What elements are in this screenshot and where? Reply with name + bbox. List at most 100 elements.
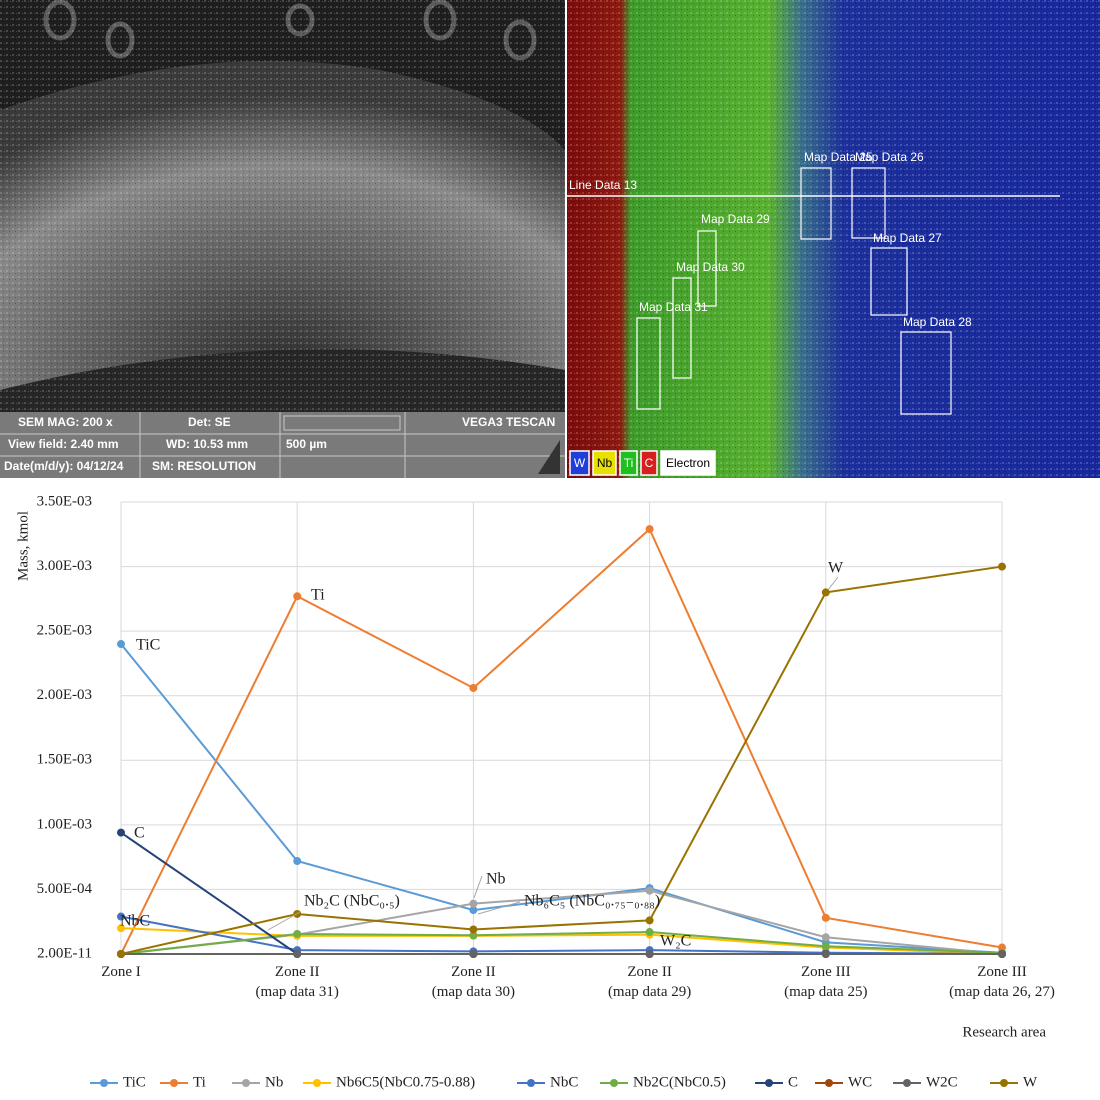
map-region-label: Map Data 28 <box>903 315 972 329</box>
x-tick-label: Zone I <box>101 964 141 980</box>
data-point <box>293 929 302 938</box>
y-tick-label: 3.50E-03 <box>37 493 92 509</box>
annotation: W₂C <box>660 933 691 950</box>
line-label: Line Data 13 <box>569 178 637 192</box>
data-point <box>293 592 302 601</box>
data-point <box>645 916 654 925</box>
map-legend-box <box>569 450 590 476</box>
data-point <box>998 562 1006 571</box>
data-point <box>117 640 125 649</box>
data-point <box>117 950 125 958</box>
x-tick-label: Zone III (map data 25) <box>784 964 868 1000</box>
map-region <box>697 230 717 307</box>
y-tick-label: 2.00E-11 <box>37 945 92 961</box>
sem-brand: VEGA3 TESCAN <box>462 415 555 429</box>
map-region-label: Map Data 25 <box>804 150 873 164</box>
x-tick-label: Zone III (map data 26, 27) <box>949 964 1055 1000</box>
x-axis-title: Research area <box>962 1024 1046 1040</box>
map-region <box>800 167 832 240</box>
map-region-label: Map Data 29 <box>701 212 770 226</box>
data-point <box>645 928 654 937</box>
legend-label: NbC <box>550 1074 578 1090</box>
data-point <box>117 828 125 837</box>
map-legend-label: Ti <box>624 456 634 470</box>
legend-marker <box>765 1079 773 1087</box>
data-point <box>469 683 478 692</box>
map-region <box>636 317 661 410</box>
series-line <box>120 643 1003 954</box>
data-point <box>821 942 830 951</box>
legend-label: C <box>788 1074 798 1090</box>
map-legend-box <box>619 450 638 476</box>
y-tick-label: 2.50E-03 <box>37 623 92 639</box>
data-point <box>998 950 1006 958</box>
annotation-leader <box>827 576 839 591</box>
legend-label: TiC <box>123 1074 146 1090</box>
map-region <box>672 277 692 379</box>
legend-label: Ti <box>193 1074 206 1090</box>
annotation: Nb₆C₅ (NbC₀.₇₅₋₀.₈₈) <box>524 893 660 910</box>
sem-mag: SEM MAG: 200 x <box>18 415 113 429</box>
annotation-leader <box>267 911 301 931</box>
legend-label: W <box>1023 1074 1038 1090</box>
annotation: Nb₂C (NbC₀.₅) <box>304 893 400 910</box>
data-point <box>469 950 478 958</box>
data-point <box>117 912 125 921</box>
map-legend-box <box>640 450 658 476</box>
legend-marker <box>313 1079 321 1087</box>
annotation-leader <box>477 901 521 915</box>
data-point <box>821 913 830 922</box>
legend-marker <box>1000 1079 1008 1087</box>
map-region <box>851 167 886 239</box>
legend-label: Nb <box>265 1074 283 1090</box>
sem-mode: SM: RESOLUTION <box>152 459 256 473</box>
sem-wd: WD: 10.53 mm <box>166 437 248 451</box>
map-legend-label: Nb <box>597 456 613 470</box>
legend-marker <box>610 1079 618 1087</box>
sem-view-field: View field: 2.40 mm <box>8 437 119 451</box>
map-region-label: Map Data 26 <box>855 150 924 164</box>
data-point <box>821 588 830 597</box>
map-legend-box <box>660 450 716 476</box>
legend-marker <box>100 1079 108 1087</box>
legend-marker <box>825 1079 833 1087</box>
chart: 2.00E-11 5.00E-04 1.00E-03 1.50E-03 2.00E-03… <box>15 493 1046 1090</box>
data-point <box>645 886 654 895</box>
data-point <box>821 950 830 958</box>
data-point <box>469 931 478 940</box>
legend-marker <box>903 1079 911 1087</box>
data-point <box>645 525 654 534</box>
series-line <box>120 565 1003 955</box>
y-tick-label: 1.50E-03 <box>37 752 92 768</box>
legend-label: W2C <box>926 1074 958 1090</box>
sem-date: Date(m/d/y): 04/12/24 <box>4 459 124 473</box>
annotation: Ti <box>311 587 325 604</box>
map-legend-label: C <box>645 456 654 470</box>
legend-marker <box>170 1079 178 1087</box>
y-tick-label: 5.00E-04 <box>37 881 93 897</box>
map-legend-label: W <box>574 456 586 470</box>
map-region <box>900 331 952 415</box>
annotation: TiC <box>136 637 160 654</box>
data-point <box>469 906 478 915</box>
series-line <box>120 931 1003 955</box>
data-point <box>117 924 125 933</box>
map-legend-label: Electron <box>666 456 710 470</box>
x-tick-label: Zone II (map data 30) <box>431 964 516 1000</box>
map-region-label: Map Data 31 <box>639 300 708 314</box>
data-point <box>293 857 302 866</box>
data-point <box>469 925 478 934</box>
legend-label: Nb6C5(NbC0.75-0.88) <box>336 1074 475 1090</box>
annotation: Nb <box>486 871 506 888</box>
x-tick-label: Zone II (map data 29) <box>607 964 692 1000</box>
sem-image: SEM MAG: 200 x Det: SE VEGA3 TESCAN View… <box>0 0 565 478</box>
map-region <box>870 247 908 316</box>
x-tick-label: Zone II (map data 31) <box>255 964 339 1000</box>
y-tick-label: 2.00E-03 <box>37 687 92 703</box>
map-region-label: Map Data 30 <box>676 260 745 274</box>
series-line <box>120 915 1003 955</box>
sem-scale: 500 µm <box>286 437 327 451</box>
